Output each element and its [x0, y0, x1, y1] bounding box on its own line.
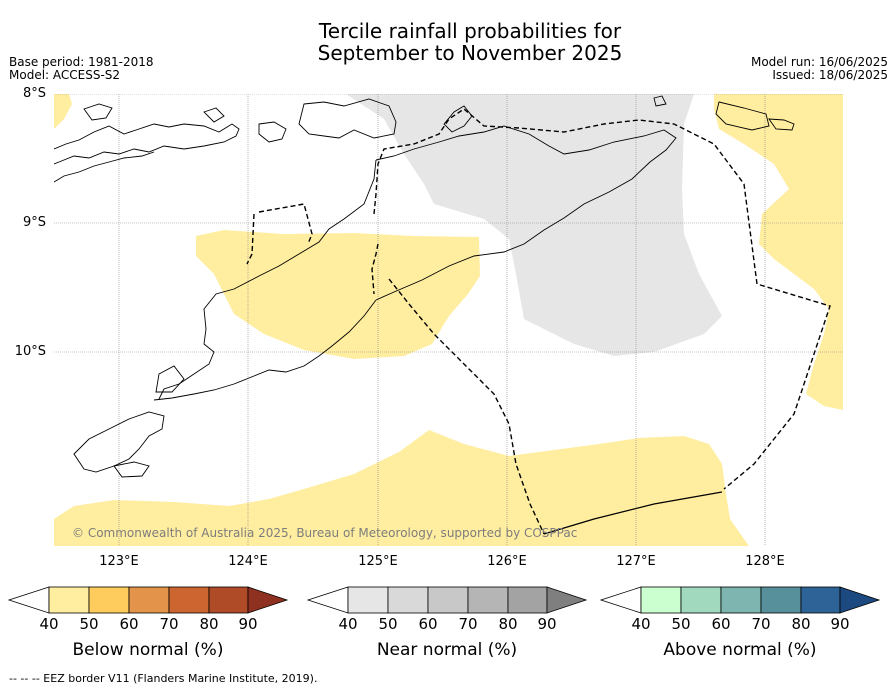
below-40-cell	[7, 586, 50, 614]
title-line-2: September to November 2025	[317, 41, 623, 65]
near-normal-title: Near normal (%)	[376, 640, 518, 660]
map-title: Tercile rainfall probabilities for Septe…	[0, 20, 896, 64]
near-tick-60: 60	[418, 615, 438, 633]
rote-coast	[155, 365, 185, 393]
below-70-cell	[128, 586, 170, 614]
above-tick-70: 70	[751, 615, 771, 633]
below-normal-region-central	[196, 230, 480, 359]
flores-coast-2	[54, 151, 155, 183]
above-50-cell	[640, 586, 682, 614]
near-70-cell	[427, 586, 469, 614]
near-50-cell	[347, 586, 389, 614]
above-90-cell	[800, 586, 841, 614]
above-40-cell	[599, 586, 642, 614]
near-60-cell	[387, 586, 429, 614]
leti-coast	[715, 101, 770, 131]
savu-coast	[113, 461, 150, 478]
colorbar-above-normal	[599, 586, 881, 614]
timor-south-coast	[153, 299, 377, 401]
title-line-1: Tercile rainfall probabilities for	[318, 19, 622, 43]
pantar-coast	[258, 121, 287, 143]
below-normal-title: Below normal (%)	[72, 640, 224, 660]
below-normal-region-south	[54, 430, 749, 546]
colorbars	[7, 586, 881, 614]
above-tick-90: 90	[830, 615, 850, 633]
near-80-cell	[467, 586, 509, 614]
near-tick-90: 90	[537, 615, 557, 633]
copyright-text: © Commonwealth of Australia 2025, Bureau…	[72, 526, 577, 540]
lon-label-124e: 124°E	[228, 554, 268, 569]
below-tick-50: 50	[79, 615, 99, 633]
above-80-cell	[760, 586, 802, 614]
lon-label-127e: 127°E	[616, 554, 656, 569]
timor-west-coast	[158, 159, 377, 400]
colorbar-near-normal	[306, 586, 588, 614]
near-over-cell	[546, 586, 588, 614]
island-small-1	[83, 103, 113, 121]
flores-coast	[54, 123, 240, 165]
forecast-map: © Commonwealth of Australia 2025, Bureau…	[54, 94, 843, 546]
below-over-cell	[247, 586, 289, 614]
near-tick-70: 70	[458, 615, 478, 633]
above-60-cell	[680, 586, 722, 614]
near-90-cell	[507, 586, 548, 614]
above-tick-50: 50	[671, 615, 691, 633]
colorbar-below-normal	[7, 586, 289, 614]
above-over-cell	[839, 586, 881, 614]
below-tick-40: 40	[39, 615, 59, 633]
near-tick-40: 40	[338, 615, 358, 633]
lon-label-128e: 128°E	[745, 554, 785, 569]
model-run: Model run: 16/06/2025	[750, 55, 888, 69]
below-90-cell	[208, 586, 249, 614]
near-normal-region	[346, 94, 722, 356]
above-tick-60: 60	[711, 615, 731, 633]
meta-right: Model run: 16/06/2025 Issued: 18/06/2025	[751, 56, 888, 82]
gridlines	[54, 94, 843, 546]
below-tick-80: 80	[199, 615, 219, 633]
issued-date: Issued: 18/06/2025	[772, 68, 888, 82]
meta-left: Base period: 1981-2018 Model: ACCESS-S2	[9, 56, 154, 82]
near-40-cell	[306, 586, 349, 614]
below-80-cell	[168, 586, 210, 614]
lat-label-8s: 8°S	[22, 86, 46, 101]
jaco-coast	[653, 95, 667, 107]
sumba-coast	[73, 411, 165, 473]
eez-legend: -- -- -- EEZ border V11 (Flanders Marine…	[9, 672, 318, 685]
eez-border	[246, 108, 831, 535]
below-normal-region-northwest	[54, 94, 72, 129]
below-normal-region-northeast	[714, 94, 843, 410]
lon-label-126e: 126°E	[487, 554, 527, 569]
lat-label-9s: 9°S	[22, 215, 46, 230]
above-tick-40: 40	[631, 615, 651, 633]
below-50-cell	[48, 586, 90, 614]
coastlines	[54, 95, 795, 478]
above-tick-80: 80	[791, 615, 811, 633]
island-small-2	[203, 107, 225, 123]
near-tick-50: 50	[378, 615, 398, 633]
above-normal-title: Above normal (%)	[663, 640, 817, 660]
timor-north-coast	[375, 125, 677, 301]
below-tick-60: 60	[119, 615, 139, 633]
base-period: Base period: 1981-2018	[9, 55, 154, 69]
near-tick-80: 80	[498, 615, 518, 633]
alor-coast	[298, 98, 397, 139]
below-tick-70: 70	[159, 615, 179, 633]
lon-label-123e: 123°E	[99, 554, 139, 569]
above-70-cell	[720, 586, 762, 614]
eez-border-south	[543, 491, 723, 535]
below-tick-90: 90	[238, 615, 258, 633]
kisar-coast	[768, 118, 795, 131]
model-name: Model: ACCESS-S2	[9, 68, 121, 82]
below-60-cell	[88, 586, 130, 614]
lat-label-10s: 10°S	[14, 344, 46, 359]
lon-label-125e: 125°E	[358, 554, 398, 569]
